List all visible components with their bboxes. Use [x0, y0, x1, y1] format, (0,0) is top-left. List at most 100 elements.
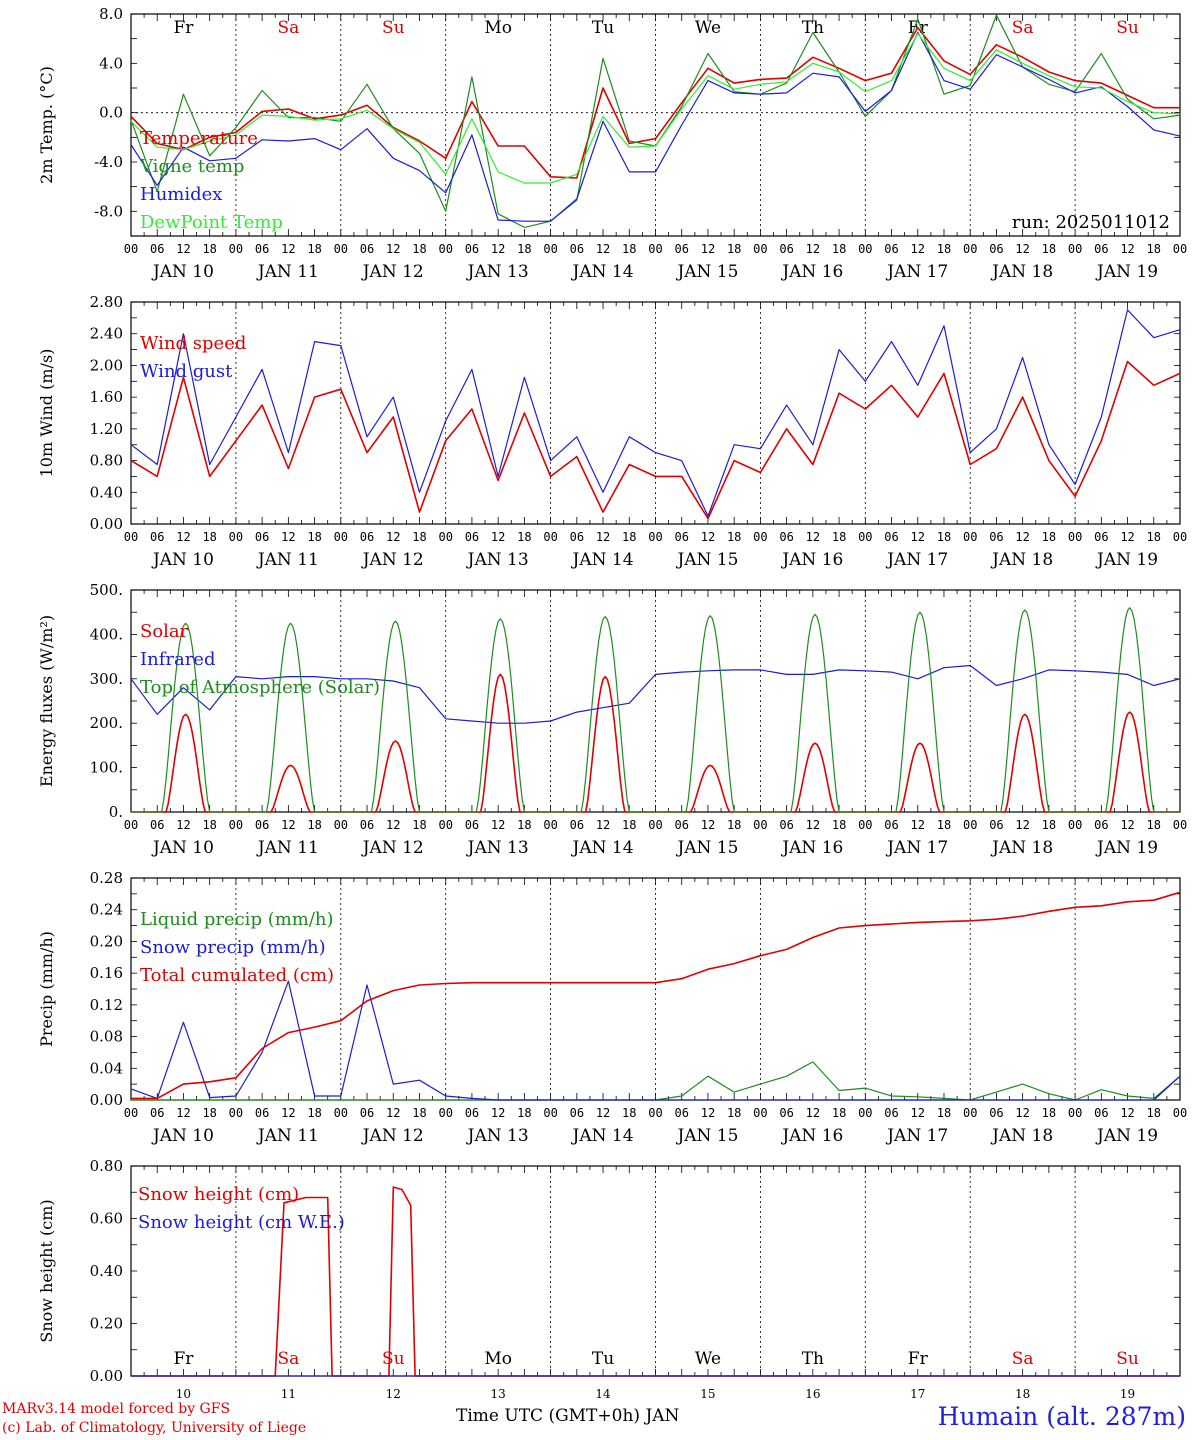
- series-line-temperature: [130, 26, 1180, 179]
- hour-tick-label: 12: [176, 1106, 190, 1120]
- hour-tick-label: 12: [701, 530, 715, 544]
- hour-tick-label: 06: [674, 530, 688, 544]
- date-label: JAN 16: [780, 1126, 843, 1146]
- hour-tick-label: 12: [911, 818, 925, 832]
- hour-tick-label: 00: [1173, 530, 1187, 544]
- series-line-top-of-atmosphere-solar: [131, 607, 1180, 813]
- hour-tick-label: 00: [334, 530, 348, 544]
- hour-tick-label: 06: [255, 1106, 269, 1120]
- date-label: JAN 12: [361, 1126, 424, 1146]
- date-label: JAN 13: [466, 1126, 529, 1146]
- hour-tick-label: 00: [124, 1106, 138, 1120]
- date-label: JAN 18: [990, 838, 1053, 858]
- date-label: JAN 11: [256, 1126, 319, 1146]
- y-tick-label: -4.0: [94, 153, 123, 171]
- hour-tick-label: 00: [648, 1106, 662, 1120]
- date-label: JAN 17: [885, 262, 948, 282]
- hour-tick-label: 12: [1120, 530, 1134, 544]
- hour-tick-label: 12: [281, 530, 295, 544]
- legend-entry: Vigne temp: [139, 156, 244, 177]
- y-tick-label: 0.40: [90, 1262, 123, 1280]
- weekday-label: Fr: [908, 1349, 929, 1369]
- hour-tick-label: 06: [360, 818, 374, 832]
- date-label: JAN 13: [466, 550, 529, 570]
- hour-tick-label: 12: [701, 1106, 715, 1120]
- series-line-snow-precip-mm-h: [130, 980, 1181, 1101]
- hour-tick-label: 18: [517, 1106, 531, 1120]
- date-label: 13: [491, 1387, 506, 1401]
- y-tick-label: 100.: [90, 759, 123, 777]
- hour-tick-label: 12: [1120, 1106, 1134, 1120]
- hour-tick-label: 12: [911, 242, 925, 256]
- hour-tick-label: 06: [570, 818, 584, 832]
- weekday-label: Tu: [592, 1349, 614, 1369]
- y-tick-label: 0.24: [90, 901, 123, 919]
- date-label: JAN 12: [361, 550, 424, 570]
- y-tick-label: 2.80: [90, 293, 123, 311]
- hour-tick-label: 00: [543, 242, 557, 256]
- hour-tick-label: 18: [727, 818, 741, 832]
- hour-tick-label: 06: [989, 242, 1003, 256]
- weekday-label: We: [695, 18, 721, 38]
- hour-tick-label: 00: [963, 818, 977, 832]
- y-tick-label: 0.20: [90, 932, 123, 950]
- hour-tick-label: 00: [229, 818, 243, 832]
- hour-tick-label: 18: [832, 530, 846, 544]
- date-label: JAN 16: [780, 550, 843, 570]
- hour-tick-label: 18: [1147, 530, 1161, 544]
- hour-tick-label: 12: [806, 530, 820, 544]
- hour-tick-label: 18: [202, 1106, 216, 1120]
- series-line-humidex: [130, 31, 1181, 222]
- date-label: JAN 17: [885, 550, 948, 570]
- y-tick-label: 0.40: [90, 483, 123, 501]
- weekday-label: Th: [802, 1349, 824, 1369]
- hour-tick-label: 00: [753, 1106, 767, 1120]
- date-label: JAN 19: [1095, 1126, 1158, 1146]
- date-label: JAN 15: [675, 550, 738, 570]
- hour-tick-label: 12: [176, 242, 190, 256]
- date-label: JAN 10: [151, 838, 214, 858]
- hour-tick-label: 12: [491, 1106, 505, 1120]
- legend-entry: Liquid precip (mm/h): [140, 909, 334, 930]
- weekday-label: Sa: [277, 18, 299, 38]
- hour-tick-label: 12: [491, 818, 505, 832]
- date-label: JAN 15: [675, 262, 738, 282]
- date-label: 17: [910, 1387, 925, 1401]
- y-axis-label: 2m Temp. (°C): [37, 66, 56, 184]
- hour-tick-label: 06: [884, 242, 898, 256]
- y-tick-label: 500.: [90, 581, 123, 599]
- y-tick-label: 0.12: [90, 996, 123, 1014]
- series-line-infrared: [130, 664, 1181, 724]
- hour-tick-label: 12: [806, 242, 820, 256]
- date-label: JAN 18: [990, 550, 1053, 570]
- y-tick-label: 1.20: [90, 420, 123, 438]
- y-tick-label: 0.00: [90, 1367, 123, 1385]
- date-label: JAN 17: [885, 838, 948, 858]
- hour-tick-label: 00: [124, 530, 138, 544]
- hour-tick-label: 06: [1094, 1106, 1108, 1120]
- hour-tick-label: 06: [1094, 818, 1108, 832]
- hour-tick-label: 12: [386, 530, 400, 544]
- hour-tick-label: 00: [1173, 242, 1187, 256]
- weekday-label: Su: [382, 18, 405, 38]
- date-label: JAN 14: [571, 1126, 634, 1146]
- hour-tick-label: 00: [334, 1106, 348, 1120]
- hour-tick-label: 06: [674, 818, 688, 832]
- weekday-label: Mo: [484, 18, 512, 38]
- legend-entry: DewPoint Temp: [140, 212, 283, 233]
- date-label: JAN 12: [361, 838, 424, 858]
- date-label: JAN 10: [151, 1126, 214, 1146]
- legend-entry: Wind gust: [140, 361, 233, 382]
- hour-tick-label: 06: [465, 242, 479, 256]
- hour-tick-label: 00: [753, 818, 767, 832]
- date-label: 10: [176, 1387, 191, 1401]
- panel-4: 0.00 0.04 0.08 0.12 0.16 0.20 0.24 0.28 Precip (…: [37, 869, 1187, 1146]
- hour-tick-label: 00: [438, 1106, 452, 1120]
- hour-tick-label: 06: [150, 530, 164, 544]
- date-label: JAN 15: [675, 838, 738, 858]
- hour-tick-label: 18: [307, 242, 321, 256]
- series-line-dewpoint-temp: [130, 33, 1181, 184]
- legend-entry: Snow height (cm W.E.): [138, 1212, 345, 1233]
- hour-tick-label: 00: [124, 242, 138, 256]
